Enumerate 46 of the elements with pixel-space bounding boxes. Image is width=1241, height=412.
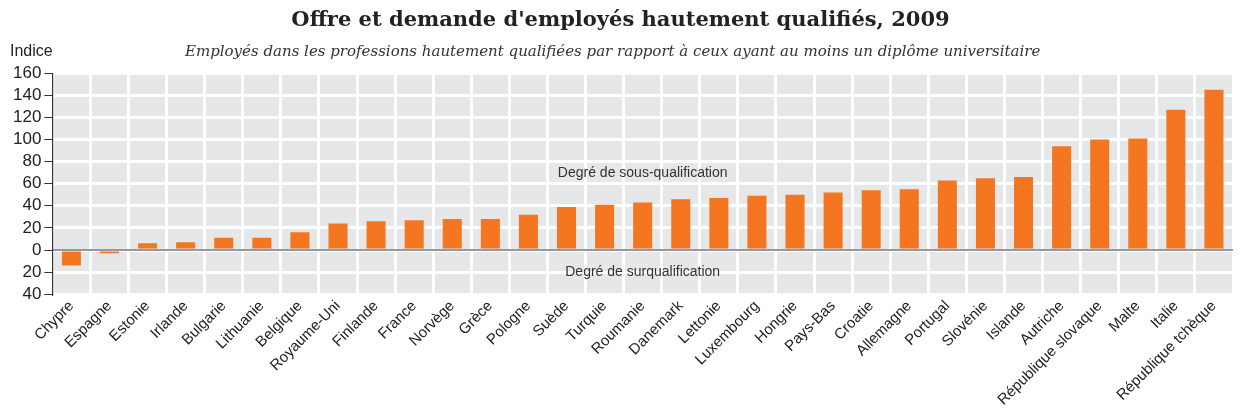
- bar: [1128, 138, 1148, 249]
- bar: [595, 204, 615, 249]
- bar: [1166, 109, 1186, 249]
- y-tick-label: 40: [22, 283, 42, 303]
- bar: [480, 219, 500, 249]
- bar: [633, 202, 653, 249]
- bar: [176, 242, 196, 249]
- bar: [290, 232, 310, 249]
- bar: [747, 195, 767, 249]
- bar: [366, 221, 386, 249]
- y-tick-label: 20: [22, 217, 42, 237]
- bar: [785, 194, 805, 249]
- y-tick-label: 140: [12, 84, 42, 104]
- bar: [556, 206, 577, 249]
- annotation: Degré de surqualification: [565, 262, 721, 279]
- bar: [1052, 146, 1072, 249]
- bar: [671, 199, 691, 249]
- bar: [61, 251, 81, 266]
- bar: [214, 237, 234, 249]
- bar: [1204, 89, 1224, 249]
- y-tick-label: 0: [31, 239, 42, 259]
- y-tick-label: 120: [12, 107, 42, 127]
- bar: [328, 223, 348, 249]
- y-tick-label: 60: [22, 173, 42, 193]
- bar: [937, 180, 957, 249]
- bar: [823, 192, 843, 249]
- bar: [709, 198, 729, 249]
- y-tick-label: 160: [12, 62, 42, 82]
- annotation: Degré de sous-qualification: [557, 164, 728, 181]
- bar: [138, 243, 158, 249]
- chart-subtitle: Employés dans les professions hautement qualifiées par rapport à ceux ayant au moins un diplôme universitaire: [185, 42, 1041, 60]
- y-tick-label: 100: [12, 129, 42, 149]
- bar: [442, 219, 462, 249]
- bar: [252, 237, 272, 249]
- chart-title: Offre et demande d'employés hautement qualifiés, 2009: [290, 6, 951, 31]
- bar: [899, 189, 919, 249]
- bar: [404, 220, 424, 249]
- y-axis-title: Indice: [10, 42, 53, 60]
- bar: [518, 214, 538, 249]
- bar: [861, 190, 881, 249]
- y-tick-label: 20: [22, 261, 42, 281]
- bar: [975, 178, 995, 249]
- y-tick-label: 80: [22, 151, 42, 171]
- y-tick-label: 40: [22, 195, 42, 215]
- bar: [1014, 177, 1034, 249]
- bar: [1090, 139, 1110, 249]
